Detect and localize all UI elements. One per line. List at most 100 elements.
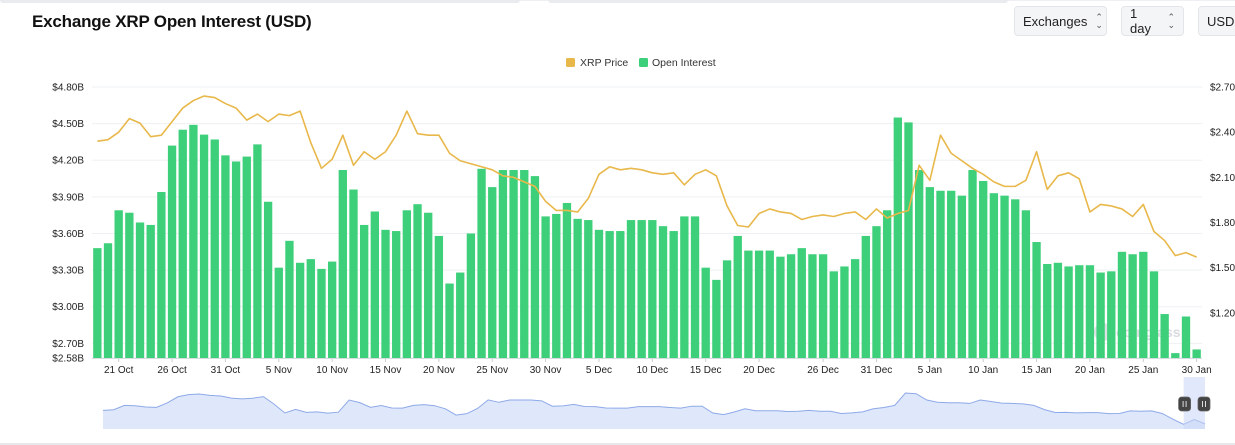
chart-title: Exchange XRP Open Interest (USD) [32,12,312,31]
chevron-up-down-icon: ⌃ ⌄ [1095,12,1103,30]
navigator-line [102,392,1206,425]
open-interest-bar [466,233,476,358]
open-interest-bar [306,259,315,358]
currency-select-label: USD [1207,13,1235,29]
open-interest-bar [680,216,689,358]
open-interest-bar [904,122,913,359]
navigator-handle-right[interactable] [1197,396,1211,412]
open-interest-bar [402,210,412,358]
y-right-tick-label: $2.40 [1210,128,1235,139]
x-tick-label: 5 Nov [266,365,292,376]
open-interest-bar [616,231,625,358]
open-interest-bar [285,240,294,358]
open-interest-bar [626,220,636,358]
open-interest-bar [221,155,230,358]
open-interest-bar [274,267,283,358]
legend-swatch-price [566,58,575,67]
x-tick-label: 26 Oct [157,365,187,376]
top-divider [0,0,1235,3]
open-interest-bar [477,168,486,358]
open-interest-bar [979,181,988,358]
navigator-handle-left[interactable] [1178,396,1192,412]
x-tick-label: 10 Dec [636,365,668,376]
open-interest-bar [178,129,187,358]
y-left-tick-label: $3.30B [52,266,84,277]
open-interest-bar [434,235,444,358]
open-interest-bar [744,250,753,358]
open-interest-bar [338,170,347,358]
open-interest-bar [765,250,774,358]
navigator-area [103,393,1205,429]
currency-select[interactable]: USD [1198,6,1235,36]
open-interest-bar [797,248,806,358]
open-interest-bar [125,212,134,358]
open-interest-bar [199,134,209,358]
xrp-price-line [97,95,1197,258]
open-interest-bar [541,216,550,358]
open-interest-bar [295,262,305,358]
open-interest-bar [722,260,732,358]
open-interest-bar [114,210,123,358]
x-tick-label: 10 Nov [316,365,348,376]
y-left-tick-label: $4.80B [52,83,84,94]
y-right-tick-label: $1.20 [1210,308,1235,319]
open-interest-bar [498,170,508,358]
open-interest-bar [231,161,241,358]
open-interest-bar [690,216,700,358]
navigator-selection[interactable] [1183,377,1205,429]
open-interest-bar [317,268,326,358]
open-interest-bar [808,254,817,358]
y-left-tick-label: $3.00B [52,302,84,313]
y-right-tick-label: $2.10 [1210,173,1235,184]
open-interest-bar [1117,251,1127,358]
open-interest-bar [189,124,198,358]
open-interest-bar [957,195,967,358]
open-interest-bar [456,272,465,358]
open-interest-bar [1096,272,1105,358]
x-tick-label: 26 Dec [807,365,839,376]
x-tick-label: 20 Nov [423,365,455,376]
open-interest-bar [1149,271,1159,358]
open-interest-bar [263,201,273,358]
x-tick-label: 5 Dec [586,365,612,376]
open-interest-bar [925,187,934,358]
x-tick-label: 5 Jan [918,365,942,376]
open-interest-bar [648,220,657,358]
interval-select[interactable]: 1 day ⌃ ⌄ [1121,6,1184,36]
x-tick-label: 15 Dec [690,365,722,376]
legend-label-open-interest: Open Interest [652,57,716,69]
x-tick-label: 30 Nov [530,365,562,376]
y-left-tick-label: $3.90B [52,192,84,203]
open-interest-bar [488,187,497,358]
open-interest-bar [1107,271,1116,358]
open-interest-bar [349,189,358,358]
open-interest-bar [829,271,838,358]
open-interest-bar [1032,242,1041,358]
open-interest-bar [1021,210,1031,358]
open-interest-bar [882,210,892,358]
open-interest-bar [786,254,796,358]
open-interest-bar [562,202,572,358]
open-interest-bar [1160,314,1169,358]
y-right-tick-label: $1.50 [1210,263,1235,274]
exchanges-select[interactable]: Exchanges ⌃ ⌄ [1014,6,1107,36]
x-tick-label: 30 Jan [1182,365,1212,376]
open-interest-bar [93,248,102,358]
open-interest-bar [327,261,337,358]
open-interest-bar [1011,199,1020,358]
y-left-tick-label: $4.20B [52,156,84,167]
open-interest-bar [103,243,113,358]
open-interest-bar [1085,265,1095,358]
open-interest-bar [861,235,870,358]
x-tick-label: 15 Jan [1022,365,1052,376]
open-interest-bar [1000,195,1009,358]
x-tick-label: 25 Jan [1128,365,1158,376]
open-interest-bar [381,229,390,358]
range-navigator[interactable] [102,377,1211,429]
open-interest-bar [509,170,518,358]
y-right-tick-label: $1.80 [1210,218,1235,229]
x-tick-label: 31 Dec [861,365,893,376]
x-axis: 21 Oct 26 Oct 31 Oct 5 Nov 10 Nov 15 Nov 20 No… [92,358,1212,376]
open-interest-bar [584,220,593,358]
